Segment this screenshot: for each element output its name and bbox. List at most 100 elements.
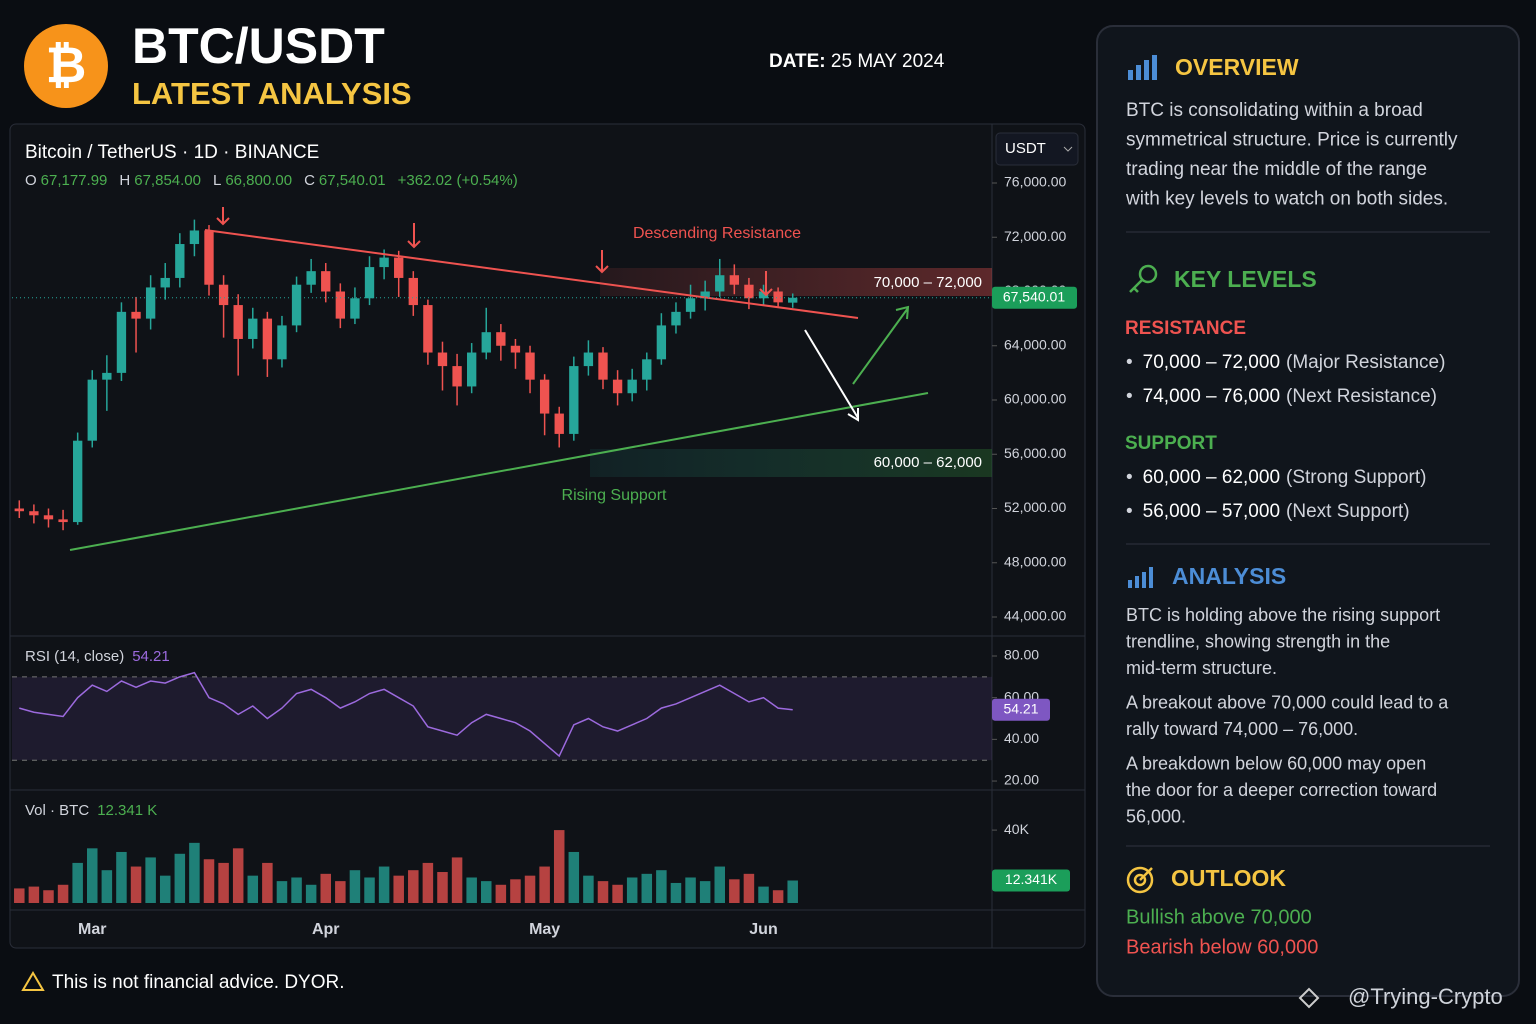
ohlc-key: O	[25, 172, 37, 189]
y-tick-label: 40.00	[1004, 730, 1039, 746]
bullet: •	[1126, 467, 1133, 488]
analysis-line: A breakdown below 60,000 may open	[1126, 753, 1426, 773]
candle-body	[233, 305, 243, 339]
level-item: • 70,000 – 72,000 (Major Resistance)	[1126, 352, 1445, 373]
section-title: OUTLOOK	[1171, 865, 1286, 891]
volume-bar	[612, 884, 623, 903]
btc-logo	[24, 24, 108, 108]
volume-bar	[57, 884, 69, 903]
rsi-tag-label: 54.21	[1003, 700, 1038, 716]
volume-bar	[553, 830, 565, 903]
y-tick-label: 72,000.00	[1004, 228, 1066, 244]
volume-bar	[189, 842, 200, 903]
volume-title: Vol · BTC	[25, 802, 89, 819]
volume-bar	[232, 848, 244, 903]
resistance-trendline	[204, 229, 859, 319]
candle-body	[758, 291, 769, 299]
section-title: OVERVIEW	[1175, 54, 1299, 80]
level-range: 56,000 – 57,000	[1143, 501, 1280, 522]
rsi-legend: RSI (14, close) 54.21	[25, 648, 170, 665]
volume-bar	[451, 857, 463, 903]
candle-body	[539, 379, 550, 414]
volume-bar	[437, 872, 448, 903]
overview-line: with key levels to watch on both sides.	[1125, 189, 1448, 210]
bullet: •	[1126, 352, 1133, 373]
volume-bar	[14, 888, 25, 903]
candle-body	[262, 318, 273, 360]
volume-bar	[422, 862, 434, 903]
overview-line: BTC is consolidating within a broad	[1126, 100, 1423, 121]
volume-bar	[159, 875, 171, 903]
zone-label: 70,000 – 72,000	[874, 274, 982, 291]
volume-value: 12.341 K	[97, 802, 157, 819]
icon-overview	[1128, 55, 1157, 80]
candle-body	[481, 332, 491, 353]
level-item: • 56,000 – 57,000 (Next Support)	[1126, 501, 1410, 522]
candle-body	[642, 359, 652, 380]
y-tick-label: 40K	[1004, 821, 1030, 837]
candle-body	[306, 271, 316, 285]
volume-bar	[247, 875, 259, 903]
bullet: •	[1126, 386, 1133, 407]
candle-body	[612, 379, 623, 394]
volume-legend: Vol · BTC 12.341 K	[25, 802, 157, 819]
section-title: ANALYSIS	[1172, 563, 1286, 589]
level-note: (Strong Support)	[1286, 467, 1426, 488]
volume-bar	[670, 882, 682, 903]
ohlc-key: H	[119, 172, 130, 189]
volume-bar	[408, 870, 419, 903]
volume-bar	[568, 851, 580, 903]
projection-arrows	[804, 305, 910, 422]
y-tick-label: 64,000.00	[1004, 336, 1066, 352]
peak-arrows	[216, 207, 773, 297]
volume-bar	[174, 853, 186, 903]
candle-body	[510, 345, 521, 353]
analysis-line: trendline, showing strength in the	[1126, 631, 1390, 651]
volume-bar	[714, 866, 725, 903]
candle-body	[423, 305, 433, 353]
icon-key	[1129, 264, 1158, 293]
candle-body	[364, 267, 375, 299]
candle-body	[788, 297, 798, 303]
section-title: KEY LEVELS	[1174, 266, 1317, 292]
rsi-tag	[992, 698, 1050, 721]
date-label: DATE:	[769, 51, 826, 72]
volume-bar	[583, 875, 594, 903]
candle-body	[29, 511, 39, 516]
volume-bar	[101, 870, 113, 903]
level-item: • 74,000 – 76,000 (Next Resistance)	[1126, 386, 1437, 407]
x-tick-label: Mar	[78, 921, 106, 938]
chart-title: Bitcoin / TetherUS · 1D · BINANCE	[25, 142, 319, 163]
volume-bar	[743, 873, 755, 903]
currency-select[interactable]	[995, 132, 1079, 166]
volume-bar	[787, 880, 798, 903]
volume-bar	[291, 877, 302, 903]
volume-bar	[481, 881, 492, 903]
candle-body	[160, 277, 170, 288]
candle-body	[408, 277, 418, 306]
level-range: 74,000 – 76,000	[1143, 386, 1280, 407]
candle-body	[627, 379, 637, 394]
support-zone	[590, 449, 992, 477]
analysis-line: rally toward 74,000 – 76,000.	[1126, 719, 1358, 739]
volume-bar	[320, 873, 331, 903]
candle-body	[175, 244, 185, 278]
candle-body	[102, 372, 112, 380]
candle-body	[583, 352, 594, 367]
ohlc-legend: O 67,177.99 H 67,854.00 L 66,800.00 C 67,540.01…	[25, 172, 518, 189]
candle-body	[145, 287, 156, 319]
volume-bar	[772, 890, 784, 903]
candle-body	[72, 440, 83, 523]
subsection-title: SUPPORT	[1125, 433, 1217, 454]
y-tick-label: 44,000.00	[1004, 608, 1066, 624]
y-tick-label: 60,000.00	[1004, 391, 1066, 407]
volume-bar	[495, 884, 507, 903]
overview-line: symmetrical structure. Price is currentl…	[1126, 130, 1458, 151]
volume-bar	[349, 870, 361, 903]
volume-bar	[28, 886, 40, 903]
volume-bar	[466, 877, 477, 903]
sidebar	[1096, 25, 1520, 997]
watermark: @Trying-Crypto	[1348, 984, 1503, 1009]
subtitle: LATEST ANALYSIS	[132, 76, 412, 111]
